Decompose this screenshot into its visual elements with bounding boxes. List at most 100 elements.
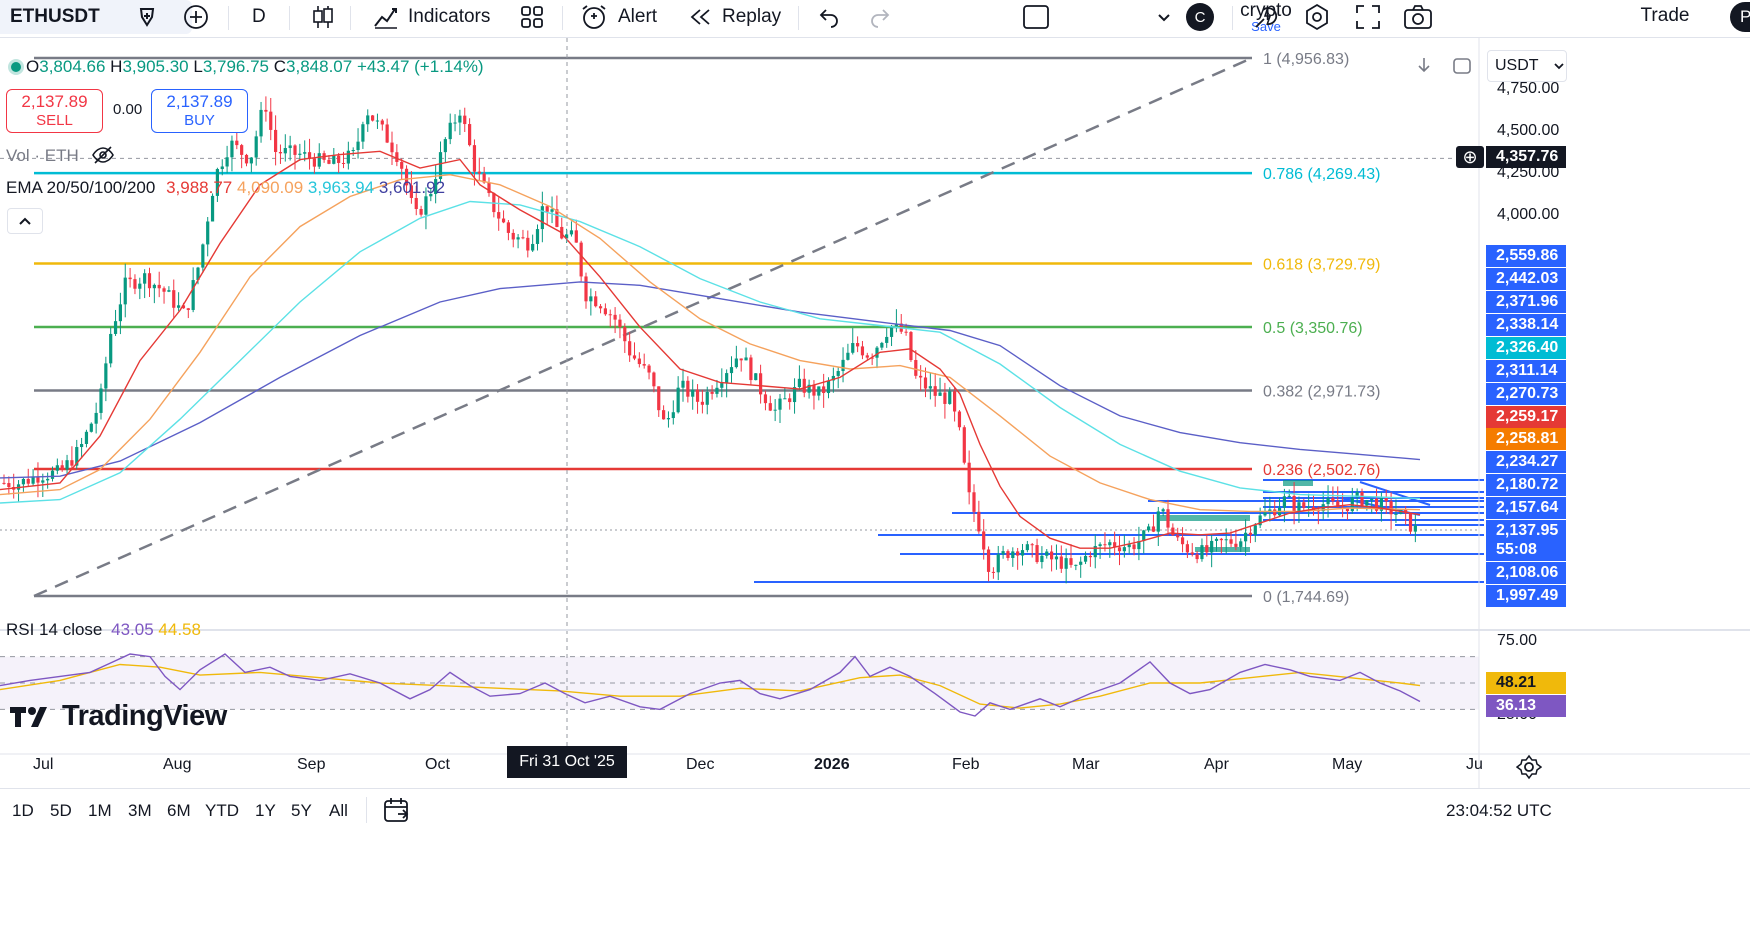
range-button-1d[interactable]: 1D [12,801,34,820]
candle-body [1345,507,1350,512]
candle-body [1103,544,1107,546]
candle-body [729,367,734,374]
ema20-value: 3,988.77 [166,178,233,197]
utc-clock[interactable]: 23:04:52 UTC [1446,801,1552,820]
add-to-watchlist-icon[interactable] [134,0,160,34]
rsi-ma-line[interactable] [0,663,1421,709]
candle-body [885,336,889,343]
candle-body [623,327,627,342]
user-avatar[interactable]: C [1186,0,1214,34]
collapse-legend-button[interactable] [7,208,43,234]
sell-button[interactable]: 2,137.89 SELL [6,89,103,133]
candle-body [1020,550,1025,556]
undo-icon[interactable] [817,0,841,34]
publish-button[interactable]: P [1730,2,1750,32]
indicators-button[interactable]: Indicators [372,0,490,34]
redo-icon[interactable] [868,0,892,34]
range-button-3m[interactable]: 3M [128,801,152,820]
candles-icon[interactable] [311,0,335,34]
candle-body [147,273,152,289]
ema20-line[interactable] [0,150,1421,549]
trend-line[interactable] [1359,481,1431,506]
go-to-date-calendar-icon[interactable] [382,796,410,829]
fullscreen-icon[interactable] [1354,0,1382,34]
candle-body [671,412,675,419]
ema50-line[interactable] [0,173,1421,513]
currency-select[interactable]: USDT [1487,50,1567,82]
candle-body [41,480,45,483]
chart-settings-icon[interactable] [1515,754,1543,785]
candle-body [220,166,224,170]
candle-body [1001,551,1005,555]
candle-body [346,150,350,164]
range-button-5d[interactable]: 5D [50,801,72,820]
range-button-all[interactable]: All [329,801,348,820]
candle-body [637,358,641,365]
alert-button[interactable]: Alert [580,0,657,34]
add-alert-plus-icon[interactable]: ⊕ [1456,146,1484,168]
rsi-ma-value: 44.58 [158,620,201,639]
candle-body [99,388,103,413]
candle-body [133,279,137,289]
range-box[interactable] [1160,515,1250,521]
layout-square-icon[interactable] [1022,0,1050,34]
templates-grid-icon[interactable] [519,0,545,34]
candle-body [642,364,646,366]
candle-body [1171,527,1175,536]
scroll-to-latest-icon[interactable] [1414,55,1434,80]
candle-body [60,465,64,470]
volume-legend[interactable]: Vol · ETH [6,146,115,166]
candle-body [923,377,928,389]
buy-label: BUY [184,112,215,129]
candle-body [274,129,278,153]
diagonal-trend-line[interactable] [33,56,1253,598]
spread-value: 0.00 [113,101,143,118]
buy-button[interactable]: 2,137.89 BUY [151,89,248,133]
restore-layout-icon[interactable] [1451,55,1473,82]
symbol-name[interactable]: ETHUSDT [10,6,100,27]
range-button-1y[interactable]: 1Y [255,801,276,820]
candle-body [943,392,947,404]
camera-icon[interactable] [1403,0,1433,34]
candle-body [400,161,404,169]
candle-body [1161,509,1165,512]
candle-body [157,284,161,289]
candle-body [511,232,515,240]
eye-hidden-icon[interactable] [91,146,115,164]
candle-body [1258,515,1262,526]
price-axis-tick: 4,500.00 [1497,122,1560,139]
rsi-line[interactable] [0,653,1421,717]
candle-body [1006,551,1010,558]
candle-body [46,478,50,481]
symbol-search-box[interactable] [0,0,192,34]
range-box[interactable] [1283,480,1313,486]
candle-body [1108,542,1112,546]
range-button-ytd[interactable]: YTD [205,801,239,820]
ema100-line[interactable] [0,200,1421,504]
trade-button[interactable]: Trade [1640,5,1690,26]
high-label: H [110,57,123,76]
rsi-legend[interactable]: RSI 14 close 43.05 44.58 [6,620,201,640]
candle-body [1185,544,1189,553]
time-axis-tick: Aug [163,756,192,773]
compare-symbol-icon[interactable] [183,0,209,34]
candle-body [31,476,35,484]
candle-body [657,386,661,411]
ema-legend[interactable]: EMA 20/50/100/200 3,988.77 4,090.09 3,96… [6,178,445,198]
candle-body [235,140,239,146]
candle-body [448,122,452,140]
candle-body [317,153,321,167]
range-button-6m[interactable]: 6M [167,801,191,820]
chevron-down-icon[interactable] [1156,0,1172,34]
candle-body [919,375,923,378]
candle-body [1413,525,1417,532]
quick-search-icon[interactable] [1252,0,1280,34]
ema200-line[interactable] [0,281,1421,479]
range-box[interactable] [1195,547,1250,552]
settings-gear-icon[interactable] [1303,0,1331,34]
range-button-1m[interactable]: 1M [88,801,112,820]
range-button-5y[interactable]: 5Y [291,801,312,820]
interval-button[interactable]: D [252,6,266,27]
volume-label: Vol · ETH [6,146,79,165]
replay-button[interactable]: Replay [688,0,781,34]
